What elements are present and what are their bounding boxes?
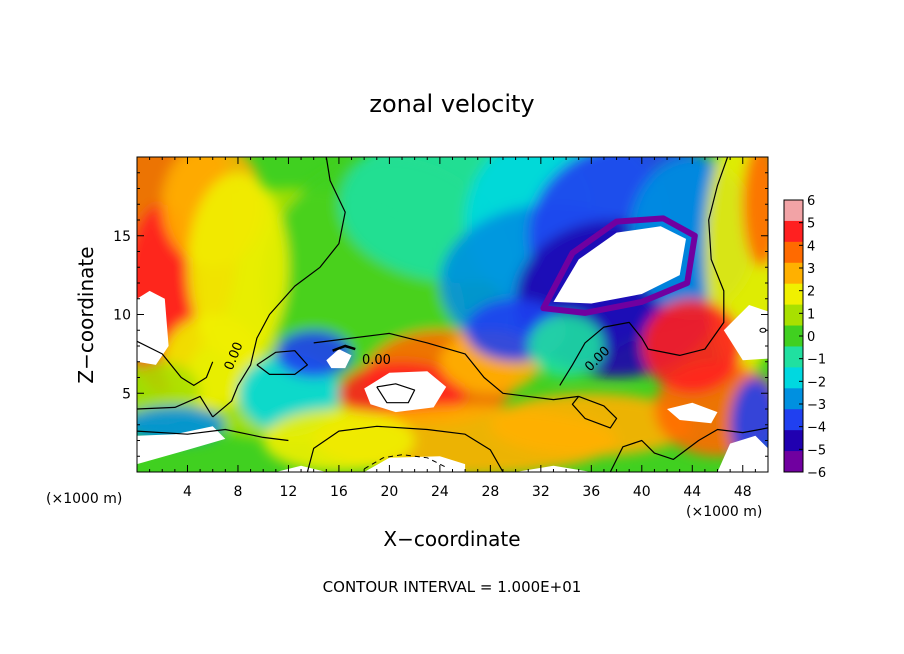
field-blob bbox=[528, 314, 604, 378]
saturated-region bbox=[137, 290, 169, 365]
x-tick-label: 36 bbox=[582, 484, 600, 500]
colorbar-tick-label: −2 bbox=[807, 375, 826, 390]
x-tick-label: 4 bbox=[183, 484, 192, 500]
saturated-region bbox=[553, 226, 686, 304]
colorbar-swatch bbox=[784, 200, 803, 222]
contour-line bbox=[609, 427, 768, 472]
x-tick-label: 44 bbox=[683, 484, 701, 500]
contour-line bbox=[137, 340, 214, 386]
contour-line bbox=[332, 344, 356, 352]
colorbar-tick-label: 4 bbox=[807, 239, 815, 254]
colorbar-tick-label: 5 bbox=[807, 217, 815, 232]
colorbar-swatch bbox=[784, 367, 803, 389]
field-blob bbox=[641, 298, 743, 394]
colorbar: 6 5 4 3 2 1 0 −1 −2 −3 −4 −5 −6 bbox=[783, 194, 826, 481]
contour-interval-text: CONTOUR INTERVAL = 1.000E+01 bbox=[323, 578, 582, 596]
contour-line bbox=[306, 425, 504, 472]
field-blob bbox=[742, 157, 768, 268]
colorbar-swatch bbox=[784, 451, 803, 473]
x-tick-label: 12 bbox=[280, 484, 298, 500]
x-tick-label: 8 bbox=[233, 484, 242, 500]
x-tick-label: 16 bbox=[330, 484, 348, 500]
y-tick-label: 10 bbox=[113, 308, 131, 324]
colorbar-swatch bbox=[784, 346, 803, 368]
y-axis: 5 10 15 bbox=[113, 172, 768, 457]
colorbar-tick-label: 3 bbox=[807, 262, 815, 277]
x-units-label: (×1000 m) bbox=[686, 504, 762, 520]
colorbar-tick-label: 2 bbox=[807, 285, 815, 300]
x-tick-label: 40 bbox=[633, 484, 651, 500]
y-tick-label: 15 bbox=[113, 229, 131, 245]
saturated-edge bbox=[540, 215, 698, 316]
negative-contour-line bbox=[363, 454, 447, 470]
colorbar-tick-label: −4 bbox=[807, 421, 826, 436]
saturated-region bbox=[364, 371, 447, 413]
contour-line bbox=[137, 428, 289, 442]
saturated-region bbox=[667, 402, 718, 424]
colorbar-swatch bbox=[784, 262, 803, 285]
colorbar-tick-label: −5 bbox=[807, 443, 826, 458]
colorbar-tick-label: −6 bbox=[807, 466, 826, 481]
colorbar-tick-label: 1 bbox=[807, 307, 815, 322]
chart-title: zonal velocity bbox=[369, 90, 534, 118]
contour-label: 0.00 bbox=[362, 353, 391, 368]
contour-line bbox=[313, 332, 579, 401]
colorbar-swatch bbox=[784, 325, 803, 347]
colorbar-tick-label: −1 bbox=[807, 353, 826, 368]
colorbar-swatch bbox=[784, 283, 803, 306]
colorbar-swatch bbox=[784, 241, 803, 264]
saturated-region bbox=[515, 465, 592, 472]
x-tick-label: 48 bbox=[734, 484, 752, 500]
colorbar-tick-label: 6 bbox=[807, 194, 815, 209]
plot-area bbox=[137, 157, 768, 472]
x-axis-label: X−coordinate bbox=[383, 527, 520, 551]
saturated-region bbox=[717, 435, 768, 472]
y-axis-label: Z−coordinate bbox=[74, 246, 98, 383]
x-tick-label: 24 bbox=[431, 484, 449, 500]
contour-line bbox=[571, 395, 618, 429]
velocity-field bbox=[137, 157, 768, 472]
saturated-region bbox=[326, 349, 352, 369]
saturated-region bbox=[723, 305, 768, 361]
x-tick-label: 20 bbox=[380, 484, 398, 500]
zero-contours bbox=[137, 157, 768, 472]
colorbar-swatch bbox=[784, 430, 803, 452]
colorbar-swatch bbox=[784, 388, 803, 410]
colorbar-swatch bbox=[784, 304, 803, 327]
contour-line bbox=[376, 383, 416, 404]
field-smooth-layer bbox=[137, 157, 768, 472]
colorbar-tick-label: −3 bbox=[807, 398, 826, 413]
y-tick-label: 5 bbox=[122, 386, 131, 402]
colorbar-swatch bbox=[784, 409, 803, 431]
colorbar-tick-label: 0 bbox=[807, 330, 815, 345]
x-tick-label: 32 bbox=[532, 484, 550, 500]
contour-line bbox=[559, 157, 729, 386]
contour-line bbox=[256, 350, 308, 375]
contour-line bbox=[137, 395, 214, 418]
colorbar-swatch bbox=[784, 220, 803, 243]
x-axis: 4 8 12 16 20 24 28 32 36 40 44 48 bbox=[149, 157, 756, 500]
y-units-label: (×1000 m) bbox=[46, 491, 122, 507]
x-tick-label: 28 bbox=[481, 484, 499, 500]
field-blob bbox=[263, 409, 415, 472]
contour-line bbox=[212, 157, 346, 418]
saturated-region bbox=[137, 426, 226, 465]
